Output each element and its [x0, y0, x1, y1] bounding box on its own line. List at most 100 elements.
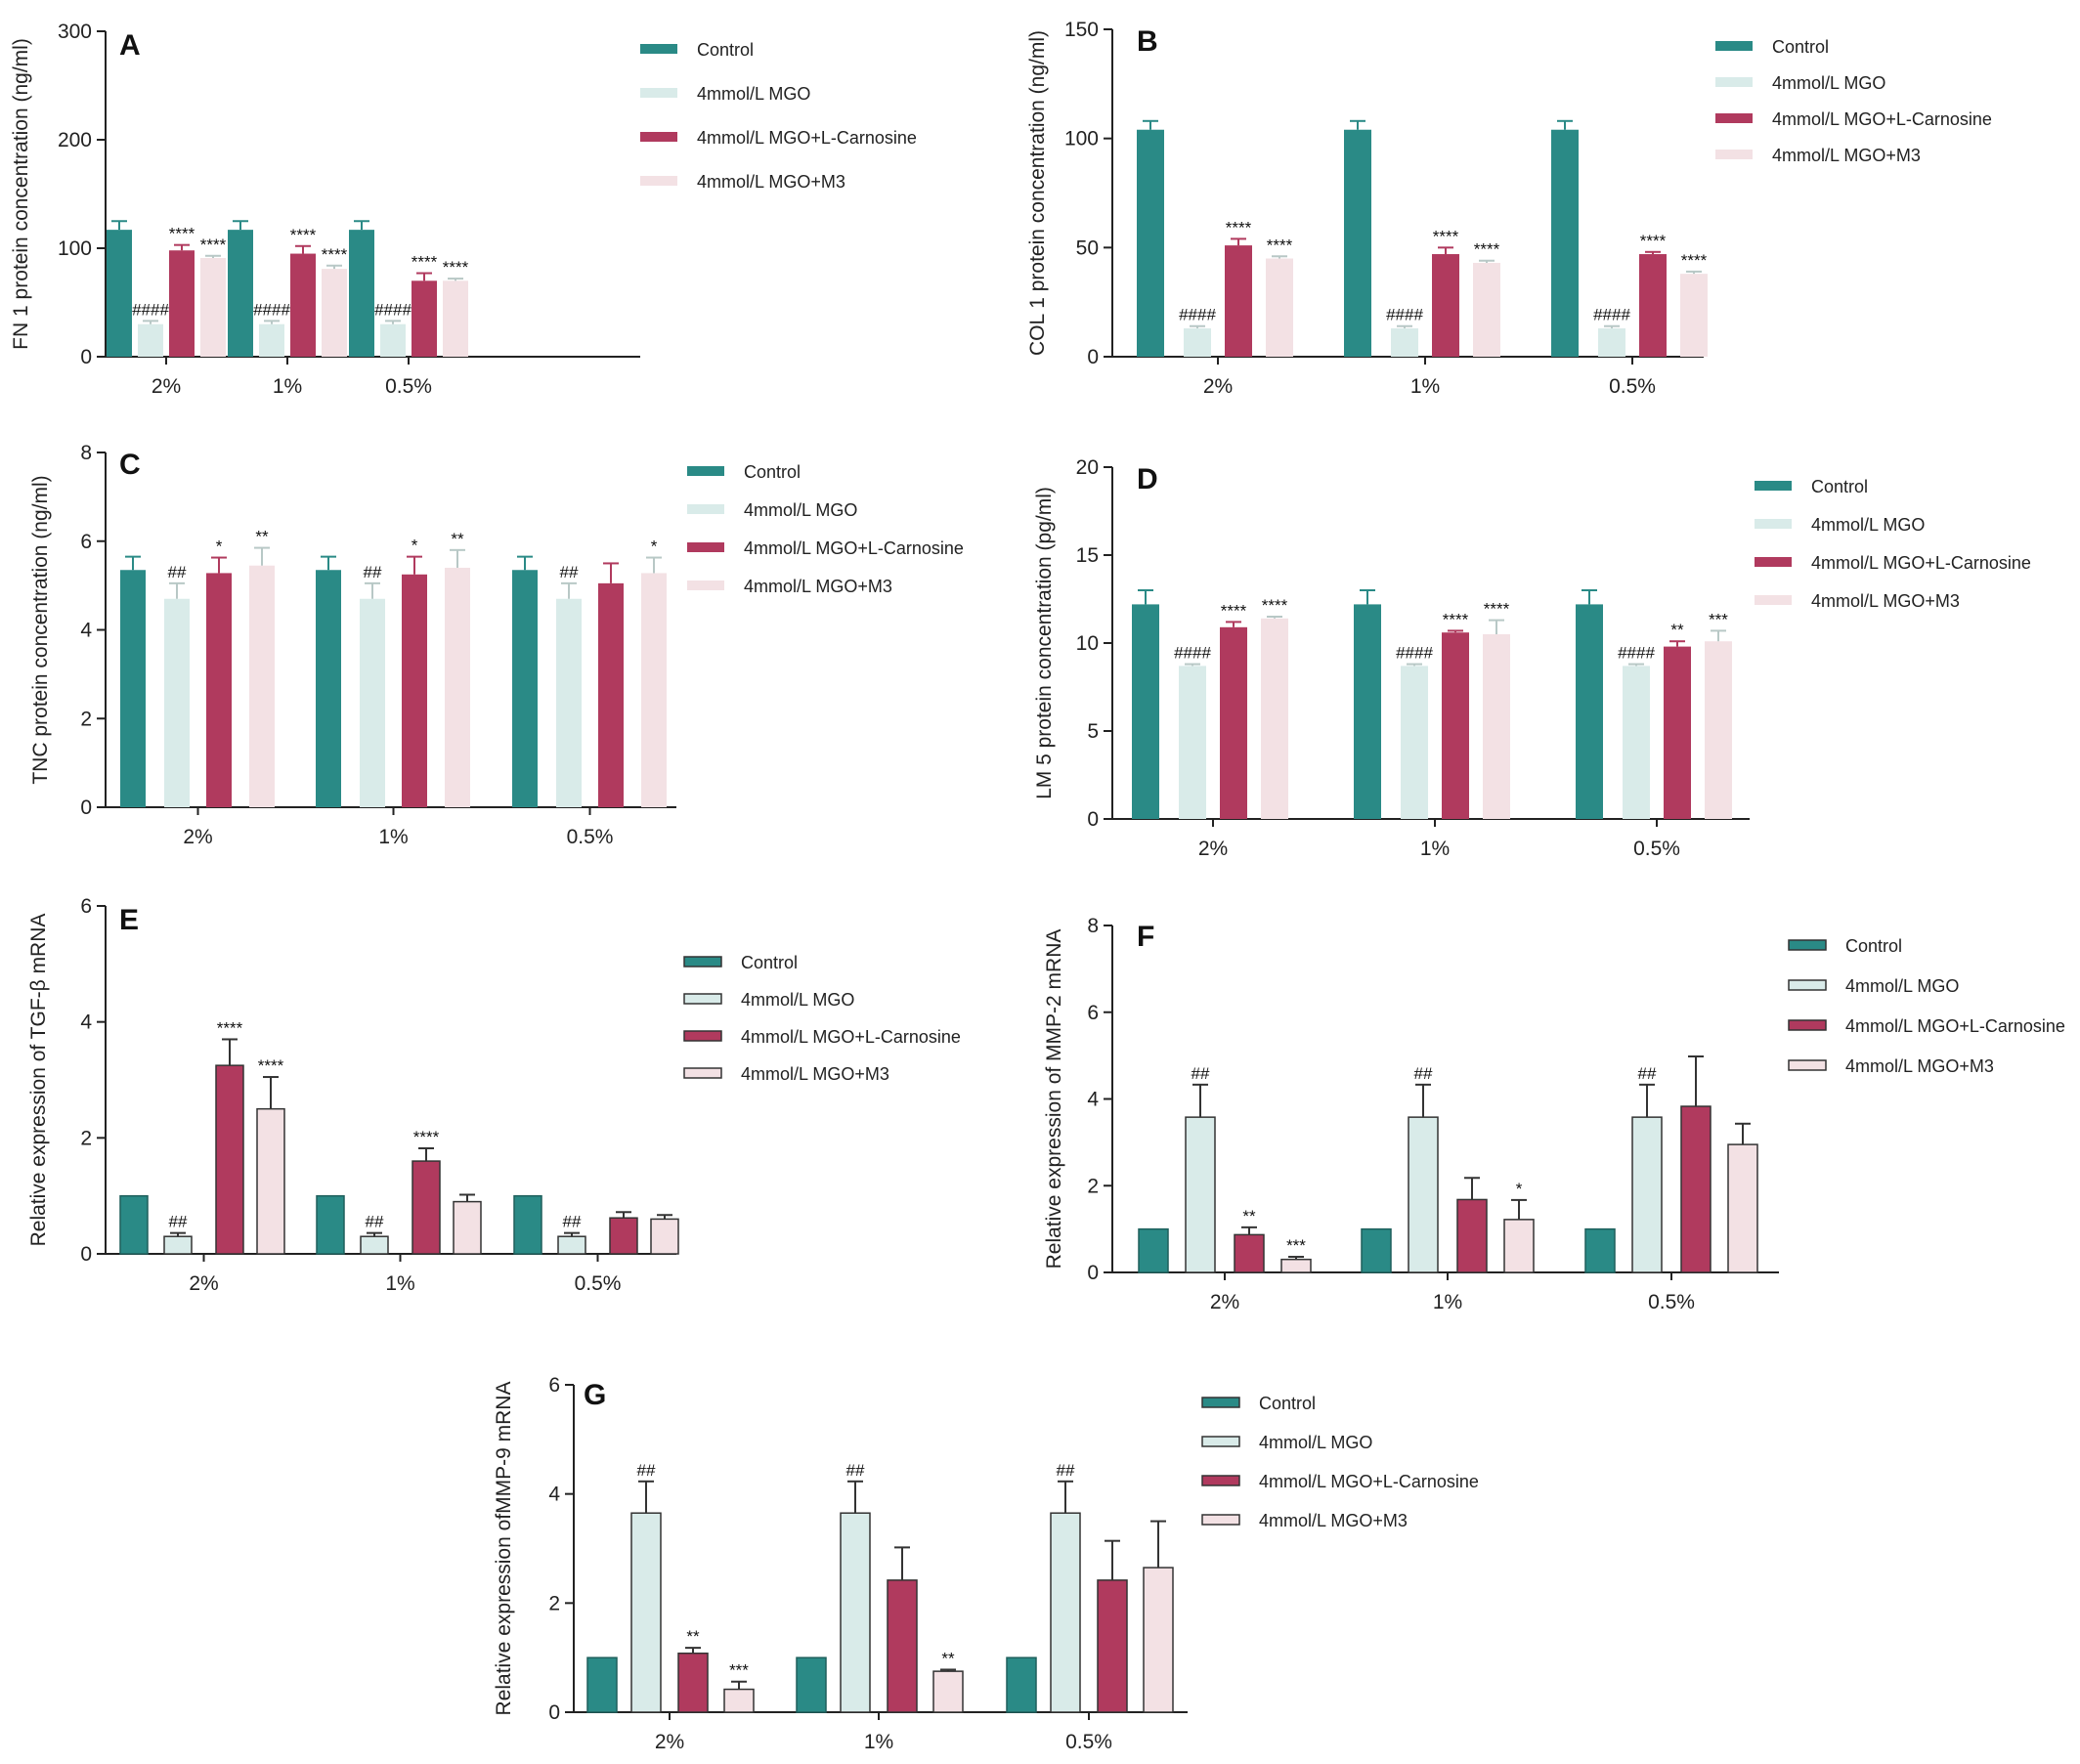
significance-label: ** — [1242, 1207, 1256, 1226]
x-tick-label: 2% — [183, 826, 212, 848]
legend-label: 4mmol/L MGO+M3 — [741, 1064, 889, 1084]
bar — [1225, 245, 1252, 357]
bar — [1432, 254, 1459, 357]
bar — [1503, 1219, 1535, 1273]
bar — [1391, 327, 1418, 357]
significance-label: * — [412, 537, 418, 555]
x-tick-label: 1% — [1410, 375, 1440, 398]
significance-label: **** — [412, 253, 438, 272]
bar — [206, 573, 232, 807]
significance-label: ## — [1192, 1064, 1210, 1083]
bar — [598, 582, 624, 807]
bar — [290, 253, 316, 357]
legend-swatch — [683, 993, 722, 1005]
bar — [1598, 327, 1625, 357]
bar — [120, 570, 146, 807]
legend-label: 4mmol/L MGO+L-Carnosine — [1845, 1016, 2065, 1036]
bar — [107, 230, 132, 357]
y-tick-label: 20 — [1076, 456, 1099, 479]
legend-swatch — [1715, 113, 1753, 123]
bar — [1354, 604, 1381, 819]
bar — [1456, 1198, 1488, 1273]
y-tick-label: 0 — [80, 346, 92, 368]
x-tick-label: 0.5% — [1633, 838, 1680, 860]
bar — [840, 1512, 871, 1713]
significance-label: #### — [1386, 306, 1423, 324]
bar — [513, 1194, 542, 1255]
legend-swatch — [640, 176, 677, 186]
legend-label: 4mmol/L MGO+M3 — [1811, 591, 1960, 611]
bar — [1097, 1579, 1128, 1713]
x-tick-label: 0.5% — [575, 1272, 622, 1295]
x-tick-label: 2% — [1203, 375, 1233, 398]
legend-label: 4mmol/L MGO — [741, 990, 854, 1010]
y-axis-label: LM 5 protein concentration (pg/ml) — [1033, 487, 1056, 799]
bar — [677, 1652, 709, 1713]
legend-label: 4mmol/L MGO+L-Carnosine — [697, 128, 917, 148]
y-tick-label: 2 — [1087, 1175, 1099, 1197]
y-axis-label: Relative expression of TGF-β mRNA — [27, 914, 50, 1247]
y-tick-label: 8 — [80, 442, 92, 464]
y-tick-label: 6 — [80, 895, 92, 918]
legend-swatch — [640, 88, 677, 98]
y-tick-label: 2 — [80, 1127, 92, 1149]
y-tick-label: 4 — [80, 1011, 92, 1034]
legend-label: 4mmol/L MGO+L-Carnosine — [744, 538, 964, 558]
x-tick-label: 0.5% — [385, 375, 432, 398]
panel-letter: D — [1137, 463, 1158, 495]
legend-label: 4mmol/L MGO+M3 — [1772, 146, 1921, 165]
x-tick-label: 0.5% — [567, 826, 614, 848]
bar — [1551, 129, 1579, 357]
legend-swatch — [640, 44, 677, 54]
y-tick-label: 0 — [1087, 1262, 1099, 1284]
bar — [796, 1656, 827, 1713]
x-tick-label: 2% — [655, 1731, 684, 1753]
y-tick-label: 2 — [80, 708, 92, 730]
significance-label: * — [1516, 1180, 1523, 1198]
panel-f-chart: F 0 2 4 6 8 Relative expression of MMP-2 mRNA #… — [1043, 915, 2065, 1313]
significance-label: ## — [560, 563, 579, 581]
legend-swatch — [1201, 1475, 1240, 1486]
bar — [1280, 1258, 1312, 1273]
legend-label: Control — [1259, 1394, 1316, 1413]
significance-label: ## — [1414, 1064, 1433, 1083]
bar — [259, 323, 284, 357]
legend-swatch — [687, 542, 724, 552]
significance-label: ## — [563, 1213, 582, 1231]
y-axis-label: COL 1 protein concentration (ng/ml) — [1026, 30, 1049, 356]
y-tick-label: 0 — [548, 1701, 560, 1724]
bar — [1727, 1143, 1758, 1273]
y-tick-label: 2 — [548, 1592, 560, 1614]
legend-label: Control — [1845, 936, 1902, 956]
legend-label: 4mmol/L MGO+L-Carnosine — [1811, 553, 2031, 573]
legend-swatch — [1201, 1436, 1240, 1447]
legend-swatch — [1755, 481, 1792, 491]
bar — [1483, 634, 1510, 819]
significance-label: ** — [941, 1649, 955, 1667]
bar — [586, 1656, 618, 1713]
bar — [453, 1200, 482, 1255]
significance-label: **** — [1226, 218, 1252, 237]
panel-g-chart: G 0 2 4 6 Relative expression ofMMP-9 mRNA ## *… — [493, 1374, 1479, 1753]
bar — [1680, 1105, 1712, 1273]
y-axis-label: FN 1 protein concentration (ng/ml) — [10, 38, 32, 350]
bar — [360, 1235, 389, 1255]
bar — [1184, 327, 1211, 357]
significance-label: **** — [1433, 227, 1459, 245]
significance-label: #### — [1593, 306, 1630, 324]
bar — [1050, 1512, 1081, 1713]
significance-label: **** — [1640, 232, 1667, 250]
bar — [412, 280, 437, 357]
bar — [1234, 1233, 1265, 1273]
x-tick-label: 2% — [152, 375, 181, 398]
bar — [1473, 262, 1500, 357]
y-tick-label: 4 — [548, 1484, 560, 1506]
y-tick-label: 10 — [1076, 632, 1099, 655]
x-tick-label: 1% — [864, 1731, 893, 1753]
significance-label: **** — [1262, 596, 1288, 615]
y-tick-label: 100 — [1064, 128, 1099, 151]
legend-label: 4mmol/L MGO+L-Carnosine — [1772, 109, 1992, 129]
panel-c-chart: C 0 2 4 6 8 TNC protein concentration (ng/ml) #… — [29, 442, 964, 848]
legend-swatch — [683, 956, 722, 968]
